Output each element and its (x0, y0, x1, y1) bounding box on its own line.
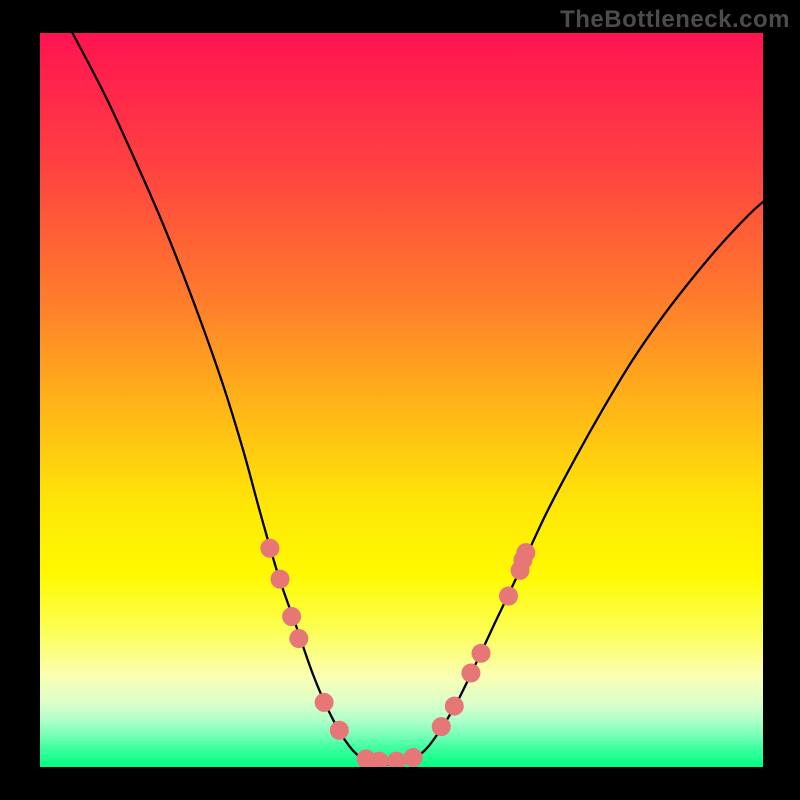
watermark-text: TheBottleneck.com (560, 6, 790, 34)
bottleneck-chart (0, 0, 800, 800)
data-marker (445, 697, 463, 715)
data-marker (290, 630, 308, 648)
data-marker (472, 644, 490, 662)
plot-background (40, 33, 763, 767)
data-marker (315, 693, 333, 711)
data-marker (462, 664, 480, 682)
data-marker (500, 587, 518, 605)
data-marker (283, 608, 301, 626)
data-marker (432, 718, 450, 736)
data-marker (387, 752, 405, 770)
data-marker (404, 748, 422, 766)
data-marker (261, 539, 279, 557)
data-marker (330, 721, 348, 739)
data-marker (517, 544, 535, 562)
data-marker (271, 570, 289, 588)
data-marker (370, 752, 388, 770)
